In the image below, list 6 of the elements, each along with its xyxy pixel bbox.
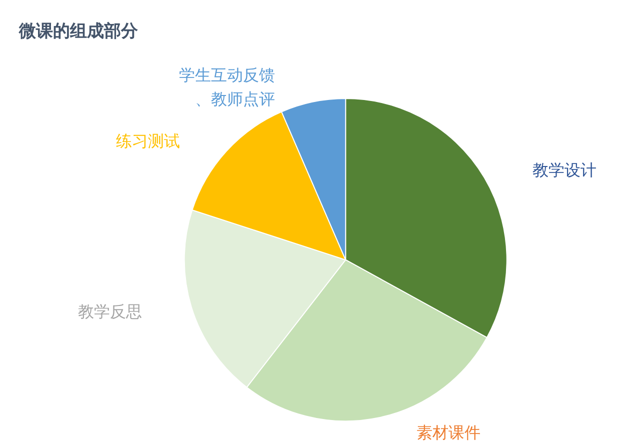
slice-label: 教学反思: [78, 302, 142, 322]
chart-title: 微课的组成部分: [18, 22, 139, 42]
slice-label: 素材课件: [416, 422, 480, 442]
slice-label: 教学设计: [532, 160, 596, 180]
slice-label: 学生互动反馈、教师点评: [178, 66, 275, 109]
slice-label: 练习测试: [116, 132, 180, 151]
